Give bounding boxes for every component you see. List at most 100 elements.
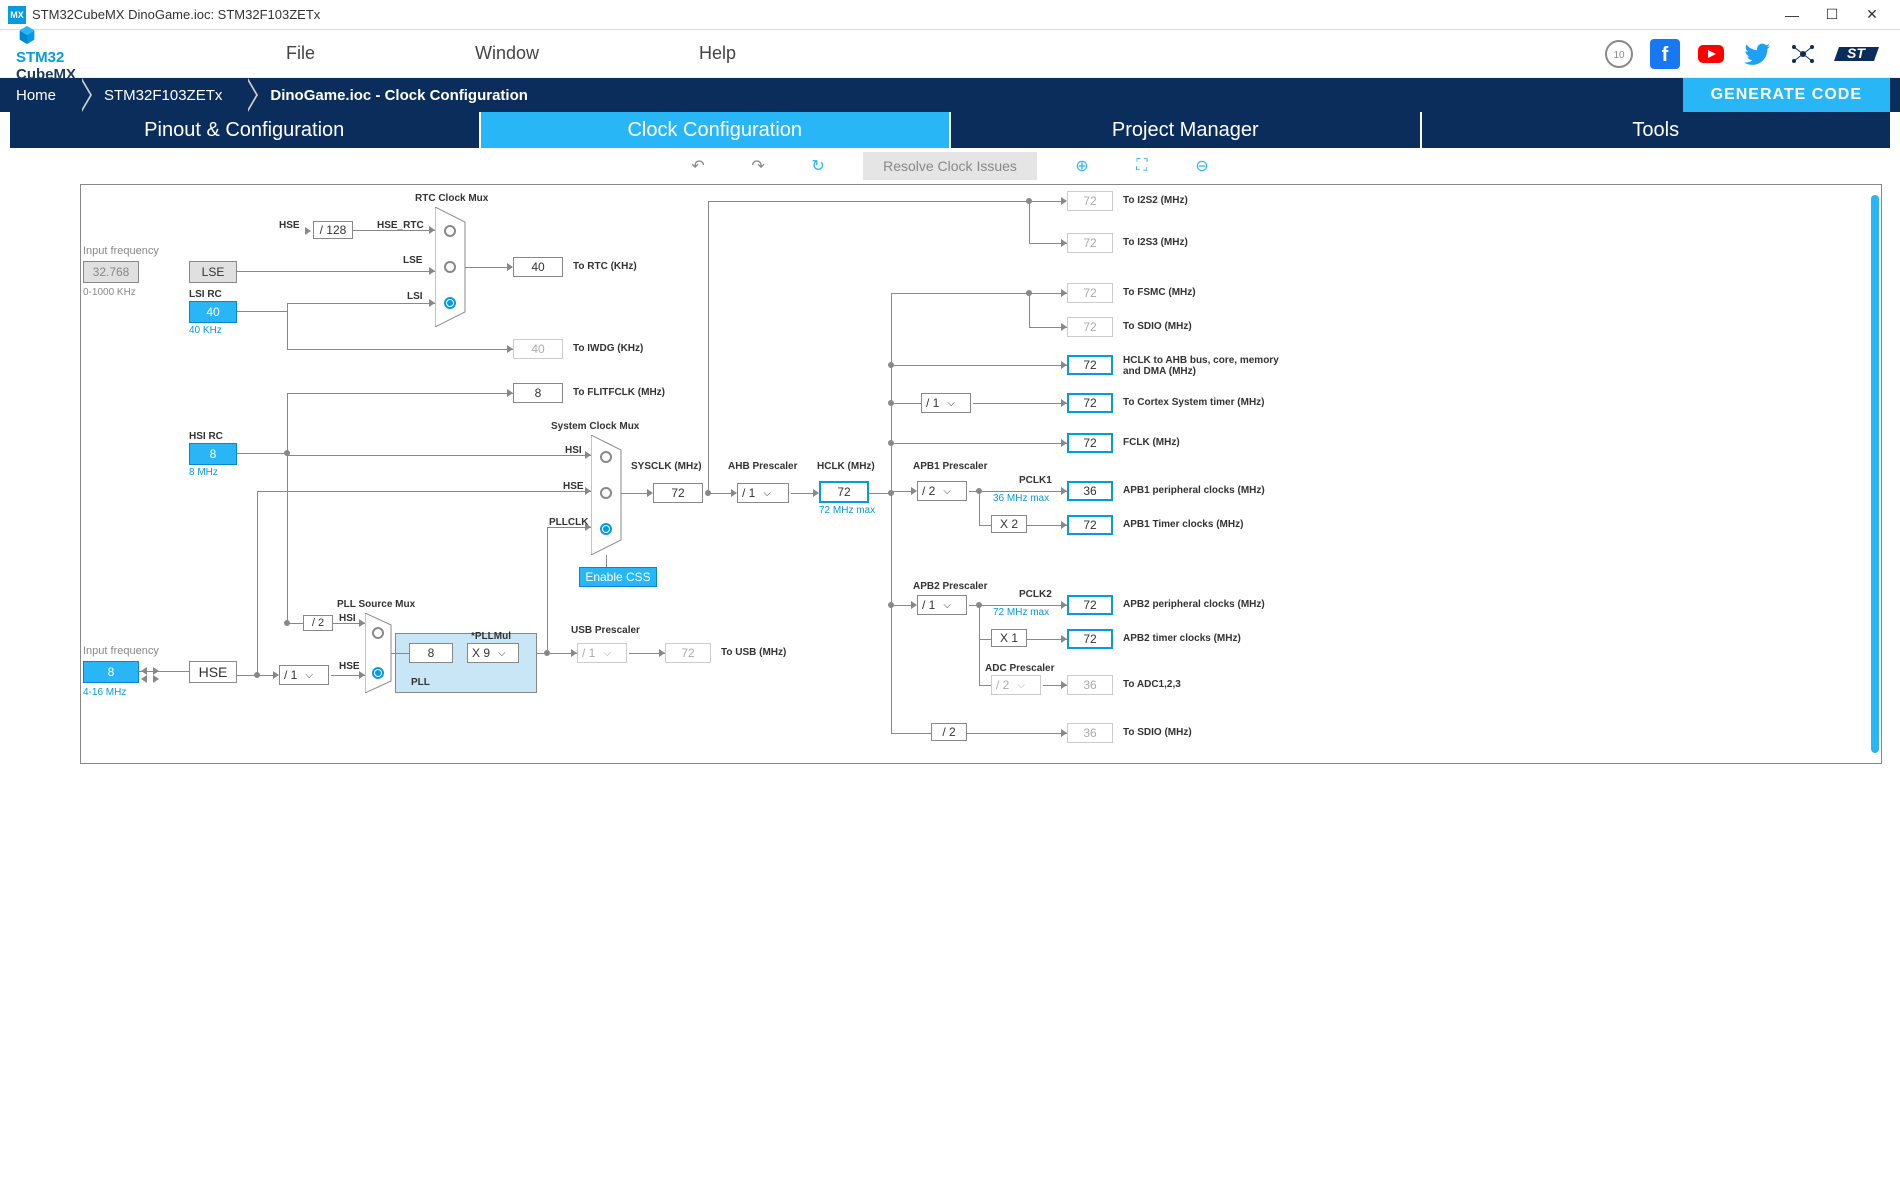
cortex-out: To Cortex System timer (MHz)	[1123, 397, 1265, 408]
apb2-div-select[interactable]: / 1	[917, 595, 967, 615]
maximize-button[interactable]: ☐	[1812, 1, 1852, 29]
hsi-rc-label: HSI RC	[189, 431, 223, 442]
iwdg-val: 40	[513, 339, 563, 359]
breadcrumb-home[interactable]: Home	[0, 78, 80, 112]
zoom-out-button[interactable]: ⊖	[1187, 154, 1217, 178]
tab-clock[interactable]: Clock Configuration	[481, 112, 952, 148]
tab-tools[interactable]: Tools	[1422, 112, 1891, 148]
ahb-prescaler-select[interactable]: / 1	[737, 483, 789, 503]
apb2-periph-val[interactable]: 72	[1067, 595, 1113, 615]
pll-mul-select[interactable]: X 9	[467, 643, 519, 663]
rtc-mux-lse[interactable]	[444, 261, 456, 273]
i2s2-out: To I2S2 (MHz)	[1123, 195, 1188, 206]
flitf-out-label: To FLITFCLK (MHz)	[573, 387, 665, 398]
tab-pinout[interactable]: Pinout & Configuration	[10, 112, 481, 148]
flitf-val[interactable]: 8	[513, 383, 563, 403]
i2s2-val: 72	[1067, 191, 1113, 211]
adc-presc-label: ADC Prescaler	[985, 663, 1054, 674]
twitter-icon[interactable]	[1742, 39, 1772, 69]
usb-div-select[interactable]: / 1	[577, 643, 627, 663]
cortex-val[interactable]: 72	[1067, 393, 1113, 413]
hclk-label: HCLK (MHz)	[817, 461, 875, 472]
fclk-out: FCLK (MHz)	[1123, 437, 1180, 448]
svg-text:ST: ST	[1847, 45, 1866, 61]
hclk-val[interactable]: 72	[819, 481, 869, 503]
sysclk-val[interactable]: 72	[653, 483, 703, 503]
pll-mul-label: *PLLMul	[471, 631, 511, 642]
breadcrumb-chip[interactable]: STM32F103ZETx	[80, 78, 246, 112]
apb1-timer-val[interactable]: 72	[1067, 515, 1113, 535]
fit-button[interactable]: ⛶	[1127, 154, 1157, 178]
rtc-val[interactable]: 40	[513, 257, 563, 277]
sdio2-div: / 2	[931, 723, 967, 741]
close-button[interactable]: ✕	[1852, 1, 1892, 29]
hsi-unit: 8 MHz	[189, 467, 218, 478]
pll-hse-label: HSE	[339, 661, 360, 672]
i2s3-val: 72	[1067, 233, 1113, 253]
apb2-timer-out: APB2 timer clocks (MHz)	[1123, 633, 1241, 644]
minimize-button[interactable]: —	[1772, 1, 1812, 29]
lse-freq-input[interactable]: 32.768	[83, 261, 139, 283]
fsmc-out: To FSMC (MHz)	[1123, 287, 1196, 298]
st-badge-icon[interactable]: 10	[1604, 39, 1634, 69]
sys-mux-label: System Clock Mux	[551, 421, 639, 432]
community-icon[interactable]	[1788, 39, 1818, 69]
sys-mux-pllclk[interactable]	[600, 523, 612, 535]
youtube-icon[interactable]	[1696, 39, 1726, 69]
pclk2-max: 72 MHz max	[993, 607, 1049, 618]
zoom-in-button[interactable]: ⊕	[1067, 154, 1097, 178]
rtc-mux-hse[interactable]	[444, 225, 456, 237]
st-logo-icon[interactable]: ST	[1834, 39, 1884, 69]
sysclk-label: SYSCLK (MHz)	[631, 461, 702, 472]
lse-range: 0-1000 KHz	[83, 287, 136, 298]
hclk-ahb-val[interactable]: 72	[1067, 355, 1113, 375]
apb1-div-select[interactable]: / 2	[917, 481, 967, 501]
hse-label-top: HSE	[279, 220, 300, 231]
app-icon: MX	[8, 6, 26, 24]
lsi-unit: 40 KHz	[189, 325, 222, 336]
breadcrumb-file[interactable]: DinoGame.ioc - Clock Configuration	[246, 78, 552, 112]
undo-button[interactable]: ↶	[683, 154, 713, 178]
rtc-mux-lsi[interactable]	[444, 297, 456, 309]
fsmc-val: 72	[1067, 283, 1113, 303]
pll-mux-hsi[interactable]	[372, 627, 384, 639]
resolve-clock-button[interactable]: Resolve Clock Issues	[863, 152, 1037, 180]
breadcrumb: Home STM32F103ZETx DinoGame.ioc - Clock …	[0, 78, 1900, 112]
facebook-icon[interactable]: f	[1650, 39, 1680, 69]
hse-freq-label: Input frequency	[83, 645, 159, 657]
apb2-timer-val[interactable]: 72	[1067, 629, 1113, 649]
menu-window[interactable]: Window	[475, 43, 539, 64]
refresh-button[interactable]: ↻	[803, 154, 833, 178]
ahb-presc-label: AHB Prescaler	[728, 461, 797, 472]
generate-code-button[interactable]: GENERATE CODE	[1683, 78, 1890, 112]
apb1-x2: X 2	[991, 515, 1027, 533]
enable-css-button[interactable]: Enable CSS	[579, 567, 657, 587]
pll-src-label: PLL Source Mux	[337, 599, 415, 610]
rtc-out-label: To RTC (KHz)	[573, 261, 637, 272]
sys-mux-hsi[interactable]	[600, 451, 612, 463]
cortex-div-select[interactable]: / 1	[921, 393, 971, 413]
pll-hsi-div2: / 2	[303, 615, 333, 631]
pll-in-val[interactable]: 8	[409, 643, 453, 663]
menu-help[interactable]: Help	[699, 43, 736, 64]
sys-mux-hse[interactable]	[600, 487, 612, 499]
pclk2-label: PCLK2	[1019, 589, 1052, 600]
lsi-line-label: LSI	[407, 291, 423, 302]
tab-project[interactable]: Project Manager	[951, 112, 1422, 148]
hse-range: 4-16 MHz	[83, 687, 126, 698]
hse-freq-input[interactable]: 8	[83, 661, 139, 683]
vertical-scrollbar[interactable]	[1871, 195, 1879, 753]
usb-val: 72	[665, 643, 711, 663]
hse-div-select[interactable]: / 1	[279, 665, 329, 685]
sdio-out: To SDIO (MHz)	[1123, 321, 1192, 332]
menu-file[interactable]: File	[286, 43, 315, 64]
adc-div-select[interactable]: / 2	[991, 675, 1041, 695]
apb1-periph-val[interactable]: 36	[1067, 481, 1113, 501]
pll-label: PLL	[411, 677, 430, 688]
window-title: STM32CubeMX DinoGame.ioc: STM32F103ZETx	[32, 7, 1772, 22]
lse-line-label: LSE	[403, 255, 422, 266]
pll-mux-hse[interactable]	[372, 667, 384, 679]
fclk-val[interactable]: 72	[1067, 433, 1113, 453]
clock-diagram-canvas[interactable]: Input frequency 32.768 0-1000 KHz LSE LS…	[80, 184, 1882, 764]
redo-button[interactable]: ↷	[743, 154, 773, 178]
